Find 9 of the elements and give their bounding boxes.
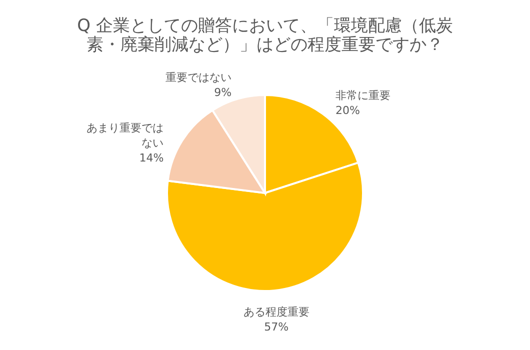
data-label: 57% xyxy=(264,320,289,334)
data-label: 20% xyxy=(336,104,360,117)
data-label: 14% xyxy=(139,152,164,165)
data-label: 9% xyxy=(214,86,232,99)
chart-title: Q 企業としての贈答において、「環境配慮（低炭素・廃棄削減など）」はどの程度重要ですか？ xyxy=(77,16,453,55)
slice-label: 重要ではない xyxy=(166,70,232,84)
slice-label: あまり重要ではない xyxy=(86,122,164,150)
slice-label: ある程度重要 xyxy=(243,305,310,318)
slice-label: 非常に重要 xyxy=(336,88,391,102)
